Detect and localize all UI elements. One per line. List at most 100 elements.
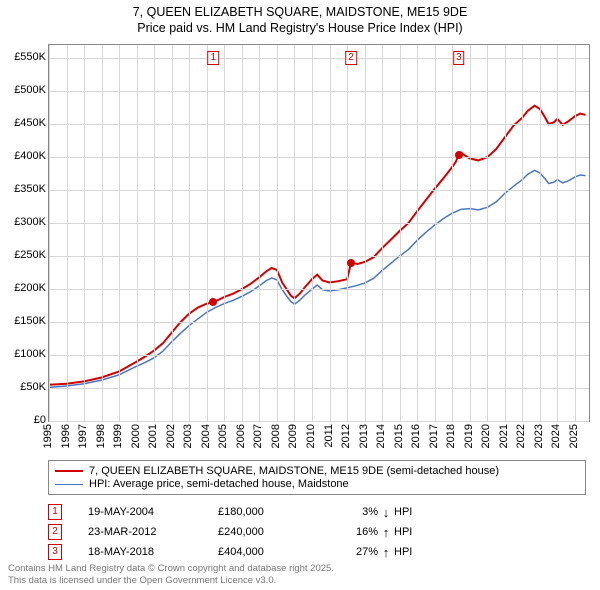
xtick-label: 2003 [182, 424, 194, 448]
legend: 7, QUEEN ELIZABETH SQUARE, MAIDSTONE, ME… [48, 460, 586, 495]
legend-item: 7, QUEEN ELIZABETH SQUARE, MAIDSTONE, ME… [55, 465, 579, 477]
footer-line-2: This data is licensed under the Open Gov… [8, 575, 334, 586]
event-price: £180,000 [218, 506, 328, 518]
gridline-v [435, 45, 436, 421]
event-date: 19-MAY-2004 [88, 506, 218, 518]
event-suffix: HPI [394, 526, 412, 538]
sale-marker-dot [455, 151, 463, 159]
ytick-label: £450K [2, 117, 46, 129]
gridline-v [242, 45, 243, 421]
xtick-label: 2013 [358, 424, 370, 448]
gridline-v [84, 45, 85, 421]
xtick-label: 2007 [252, 424, 264, 448]
gridline-h [49, 355, 589, 356]
ytick-label: £100K [2, 348, 46, 360]
event-marker: 2 [48, 524, 62, 540]
title-line-1: 7, QUEEN ELIZABETH SQUARE, MAIDSTONE, ME… [0, 4, 600, 20]
legend-label: 7, QUEEN ELIZABETH SQUARE, MAIDSTONE, ME… [89, 465, 499, 477]
xtick-label: 2017 [428, 424, 440, 448]
ytick-label: £550K [2, 51, 46, 63]
ytick-label: £500K [2, 84, 46, 96]
ytick-label: £150K [2, 315, 46, 327]
gridline-h [49, 91, 589, 92]
footer-line-1: Contains HM Land Registry data © Crown c… [8, 563, 334, 574]
xtick-label: 2011 [323, 424, 335, 448]
gridline-v [277, 45, 278, 421]
event-arrow-icon: ↓ [378, 505, 394, 520]
gridline-v [470, 45, 471, 421]
event-marker: 1 [48, 504, 62, 520]
ytick-label: £400K [2, 150, 46, 162]
gridline-v [312, 45, 313, 421]
gridline-v [154, 45, 155, 421]
xtick-label: 2014 [375, 424, 387, 448]
sale-marker-label: 2 [345, 51, 357, 65]
sale-marker-dot [347, 259, 355, 267]
xtick-label: 1997 [77, 424, 89, 448]
gridline-v [102, 45, 103, 421]
gridline-h [49, 388, 589, 389]
chart-title: 7, QUEEN ELIZABETH SQUARE, MAIDSTONE, ME… [0, 0, 600, 37]
xtick-label: 2010 [305, 424, 317, 448]
ytick-label: £50K [2, 381, 46, 393]
gridline-h [49, 58, 589, 59]
xtick-label: 2012 [340, 424, 352, 448]
gridline-v [382, 45, 383, 421]
legend-swatch [55, 470, 83, 472]
sale-marker-label: 1 [208, 51, 220, 65]
gridline-h [49, 157, 589, 158]
event-row: 318-MAY-2018£404,00027%↑HPI [48, 544, 586, 560]
xtick-label: 2020 [480, 424, 492, 448]
xtick-label: 2018 [445, 424, 457, 448]
plot-area: 123 [48, 44, 590, 422]
xtick-label: 2025 [568, 424, 580, 448]
xtick-label: 2019 [463, 424, 475, 448]
gridline-v [365, 45, 366, 421]
gridline-v [417, 45, 418, 421]
event-price: £240,000 [218, 526, 328, 538]
gridline-v [67, 45, 68, 421]
gridline-v [207, 45, 208, 421]
ytick-label: £250K [2, 249, 46, 261]
event-pct: 3% [328, 506, 378, 518]
legend-item: HPI: Average price, semi-detached house,… [55, 478, 579, 490]
gridline-v [522, 45, 523, 421]
event-row: 1 19-MAY-2004£180,0003%↓HPI [48, 504, 586, 520]
xtick-label: 2016 [410, 424, 422, 448]
event-date: 18-MAY-2018 [88, 546, 218, 558]
gridline-h [49, 124, 589, 125]
xtick-label: 2009 [287, 424, 299, 448]
gridline-v [452, 45, 453, 421]
xtick-label: 1998 [95, 424, 107, 448]
xtick-label: 2005 [217, 424, 229, 448]
event-price: £404,000 [218, 546, 328, 558]
event-marker: 3 [48, 544, 62, 560]
title-line-2: Price paid vs. HM Land Registry's House … [0, 20, 600, 36]
event-date: 23-MAR-2012 [88, 526, 218, 538]
xtick-label: 2015 [393, 424, 405, 448]
gridline-v [400, 45, 401, 421]
gridline-h [49, 289, 589, 290]
event-arrow-icon: ↑ [378, 525, 394, 540]
gridline-h [49, 223, 589, 224]
gridline-v [49, 45, 50, 421]
gridline-h [49, 256, 589, 257]
gridline-v [575, 45, 576, 421]
gridline-v [330, 45, 331, 421]
sale-marker-dot [209, 298, 217, 306]
xtick-label: 2002 [165, 424, 177, 448]
gridline-v [294, 45, 295, 421]
xtick-label: 1999 [112, 424, 124, 448]
event-pct: 16% [328, 526, 378, 538]
gridline-v [487, 45, 488, 421]
event-suffix: HPI [394, 506, 412, 518]
gridline-v [259, 45, 260, 421]
gridline-v [540, 45, 541, 421]
gridline-v [172, 45, 173, 421]
xtick-label: 2023 [533, 424, 545, 448]
event-suffix: HPI [394, 546, 412, 558]
gridline-v [557, 45, 558, 421]
gridline-v [505, 45, 506, 421]
event-pct: 27% [328, 546, 378, 558]
ytick-label: £0 [2, 414, 46, 426]
